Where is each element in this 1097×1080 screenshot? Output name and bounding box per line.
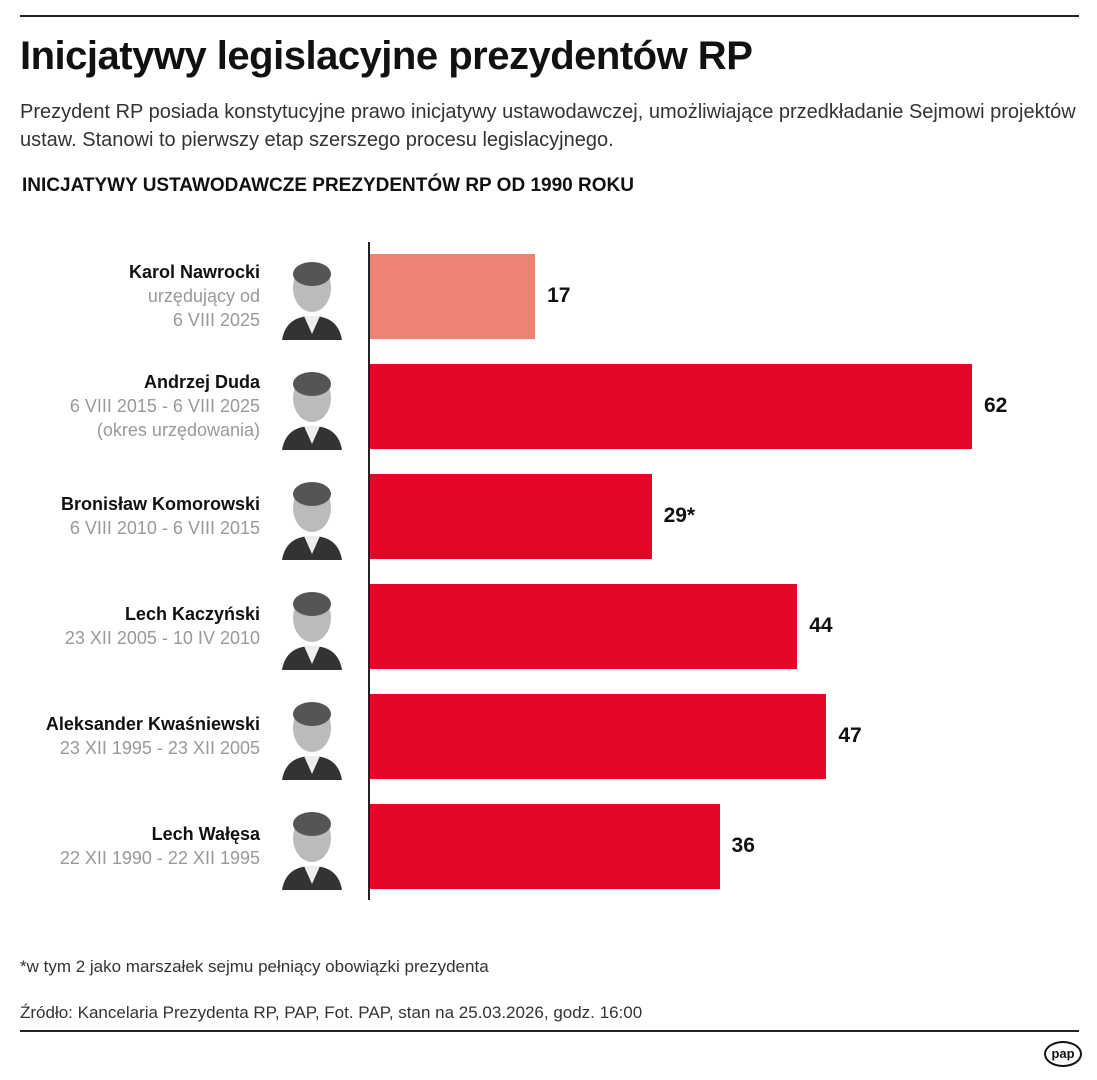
pap-logo: pap <box>1044 1041 1082 1067</box>
bar <box>370 804 720 889</box>
chart-title: INICJATYWY USTAWODAWCZE PREZYDENTÓW RP O… <box>22 175 634 196</box>
y-axis-line <box>368 242 370 900</box>
category-label: Andrzej Duda 6 VIII 2015 - 6 VIII 2025 (ok… <box>70 370 260 442</box>
subtitle: Prezydent RP posiada konstytucyjne prawo… <box>20 101 1076 151</box>
term-text: urzędujący od <box>147 286 260 306</box>
president-name: Lech Kaczyński <box>124 604 260 624</box>
bar <box>370 694 827 779</box>
category-label: Bronisław Komorowski 6 VIII 2010 - 6 VIII… <box>61 492 260 540</box>
top-rule <box>20 15 1079 17</box>
president-name: Andrzej Duda <box>143 372 260 392</box>
data-label: 47 <box>838 724 862 747</box>
term-text: 23 XII 2005 - 10 IV 2010 <box>64 628 260 648</box>
bar <box>370 474 652 559</box>
page-title: Inicjatywy legislacyjne prezydentów RP <box>20 34 753 78</box>
president-photo <box>280 364 344 450</box>
category-label: Lech Wałęsa 22 XII 1990 - 22 XII 1995 <box>60 822 260 870</box>
bar <box>370 584 798 669</box>
data-label: 36 <box>731 834 755 857</box>
term-text: (okres urzędowania) <box>96 420 260 440</box>
data-label: 17 <box>547 284 571 307</box>
president-name: Bronisław Komorowski <box>60 494 260 514</box>
president-photo <box>280 474 344 560</box>
footnote: *w tym 2 jako marszałek sejmu pełniący o… <box>20 957 489 976</box>
category-label: Karol Nawrocki urzędujący od 6 VIII 2025 <box>129 260 260 332</box>
data-label: 62 <box>984 394 1008 417</box>
president-name: Aleksander Kwaśniewski <box>45 714 260 734</box>
president-photo <box>280 804 344 890</box>
bar <box>370 364 972 449</box>
president-name: Lech Wałęsa <box>151 824 260 844</box>
president-photo <box>280 694 344 780</box>
source: Źródło: Kancelaria Prezydenta RP, PAP, F… <box>20 1003 643 1022</box>
term-text: 6 VIII 2025 <box>172 310 260 330</box>
bar <box>370 254 536 339</box>
data-label: 29* <box>663 504 696 527</box>
data-label: 44 <box>809 614 833 637</box>
term-text: 6 VIII 2010 - 6 VIII 2015 <box>69 518 260 538</box>
president-photo <box>280 584 344 670</box>
term-text: 6 VIII 2015 - 6 VIII 2025 <box>69 396 260 416</box>
term-text: 22 XII 1990 - 22 XII 1995 <box>59 848 260 868</box>
category-label: Lech Kaczyński 23 XII 2005 - 10 IV 2010 <box>65 602 260 650</box>
bottom-rule <box>20 1030 1079 1032</box>
term-text: 23 XII 1995 - 23 XII 2005 <box>59 738 260 758</box>
president-name: Karol Nawrocki <box>128 262 260 282</box>
category-label: Aleksander Kwaśniewski 23 XII 1995 - 23 X… <box>46 712 260 760</box>
president-photo <box>280 254 344 340</box>
